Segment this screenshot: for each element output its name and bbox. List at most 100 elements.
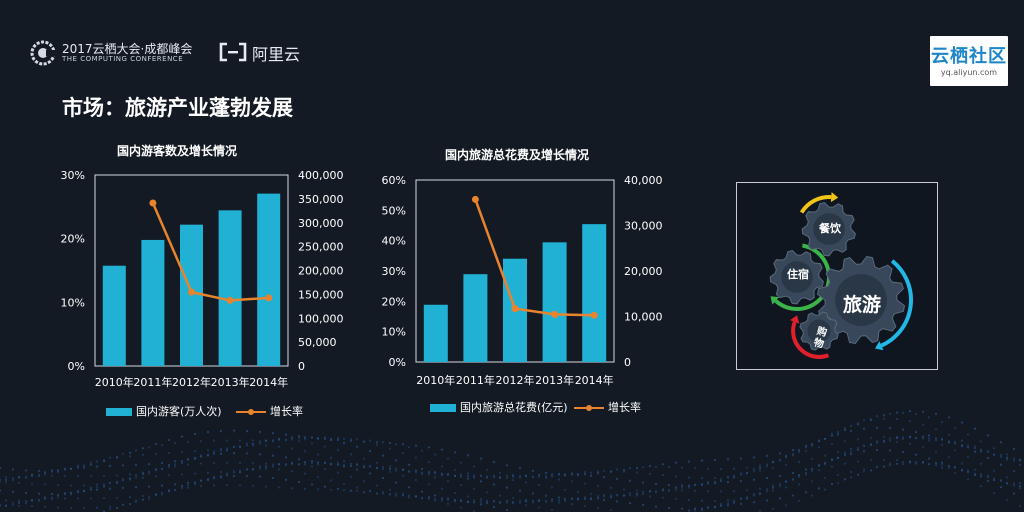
wave-dot xyxy=(11,476,15,480)
wave-dot xyxy=(667,489,671,492)
wave-dot xyxy=(0,480,2,483)
wave-dot xyxy=(1012,457,1016,460)
wave-dot xyxy=(888,462,892,465)
yq-community-logo: 云栖社区 yq.aliyun.com xyxy=(930,36,1008,86)
wave-dot xyxy=(602,493,606,497)
wave-dot xyxy=(836,473,840,477)
wave-dot xyxy=(245,452,249,455)
wave-dot xyxy=(115,506,119,510)
wave-dot xyxy=(11,503,15,506)
wave-dot xyxy=(531,469,535,472)
wave-dot xyxy=(433,494,437,497)
wave-dot xyxy=(43,483,47,486)
right-tick-label: 40,000 xyxy=(624,174,663,187)
wave-dot xyxy=(758,469,762,472)
wave-dot xyxy=(752,493,756,496)
wave-dot xyxy=(583,504,587,508)
wave-dot xyxy=(849,450,853,453)
wave-dot xyxy=(316,475,320,478)
wave-dot xyxy=(375,467,379,470)
wave-dot xyxy=(745,466,749,469)
wave-dot xyxy=(732,474,736,478)
wave-dot xyxy=(979,475,983,478)
wave-dot xyxy=(901,411,905,415)
gear-label-food: 餐饮 xyxy=(819,222,841,235)
wave-dot xyxy=(518,467,522,470)
wave-dot xyxy=(134,474,138,477)
wave-dot xyxy=(446,457,450,460)
lodging-gear-hub xyxy=(781,261,813,293)
wave-dot xyxy=(856,446,860,449)
wave-dot xyxy=(602,495,606,498)
wave-dot xyxy=(518,501,522,504)
wave-dot xyxy=(791,454,795,457)
wave-dot xyxy=(940,461,944,464)
wave-dot xyxy=(420,496,424,499)
wave-dot xyxy=(635,471,639,474)
wave-dot xyxy=(0,503,2,506)
yq-title: 云栖社区 xyxy=(931,46,1007,67)
wave-dot xyxy=(160,493,164,496)
wave-dot xyxy=(557,473,561,476)
wave-dot xyxy=(160,491,164,495)
wave-dot xyxy=(576,473,580,476)
wave-dot xyxy=(17,499,21,502)
wave-dot xyxy=(778,484,782,488)
wave-dot xyxy=(375,443,379,446)
wave-dot xyxy=(271,465,275,468)
wave-dot xyxy=(24,475,28,478)
wave-dot xyxy=(440,497,444,500)
wave-dot xyxy=(700,499,704,502)
wave-dot xyxy=(154,442,158,446)
wave-dot xyxy=(849,424,853,427)
wave-dot xyxy=(310,442,314,445)
wave-dot xyxy=(206,448,210,452)
wave-dot xyxy=(739,472,743,475)
wave-dot xyxy=(381,465,385,469)
wave-dot xyxy=(700,483,704,486)
wave-dot xyxy=(180,462,184,465)
wave-dot xyxy=(921,435,925,438)
wave-dot xyxy=(895,411,899,414)
wave-dot xyxy=(914,453,918,456)
wave-dot xyxy=(505,499,509,502)
conference-name: 2017云栖大会·成都峰会 xyxy=(62,42,193,56)
wave-dot xyxy=(771,460,775,464)
wave-dot xyxy=(225,461,229,464)
wave-dot xyxy=(472,499,476,502)
wave-dot xyxy=(50,497,54,501)
wave-dot xyxy=(713,505,717,508)
wave-dot xyxy=(947,464,951,468)
wave-dot xyxy=(440,472,444,475)
wave-dot xyxy=(550,500,554,503)
legend-bar-swatch xyxy=(106,408,132,416)
wave-dot xyxy=(492,460,496,464)
wave-dot xyxy=(323,485,327,488)
wave-dot xyxy=(921,437,925,440)
wave-dot xyxy=(479,457,483,460)
wave-dot xyxy=(89,474,93,478)
wave-dot xyxy=(141,498,145,501)
wave-dot xyxy=(947,456,951,459)
wave-dot xyxy=(225,484,229,487)
wave-dot xyxy=(95,460,99,463)
wave-dot xyxy=(966,433,970,436)
wave-dot xyxy=(362,491,366,494)
wave-dot xyxy=(238,469,242,472)
wave-dot xyxy=(238,445,242,448)
wave-dot xyxy=(667,466,671,469)
tourism-gear-diagram: 旅游 餐饮 住宿 购物 xyxy=(736,182,938,370)
wave-dot xyxy=(225,447,229,450)
wave-dot xyxy=(420,490,424,493)
wave-dot xyxy=(843,428,847,432)
wave-dot xyxy=(531,501,535,504)
wave-dot xyxy=(199,440,203,443)
wave-dot xyxy=(24,500,28,503)
wave-dot xyxy=(966,478,970,481)
wave-dot xyxy=(258,430,262,434)
tourism-gear-hub xyxy=(835,274,887,326)
wave-dot xyxy=(414,495,418,498)
wave-dot xyxy=(550,473,554,476)
wave-dot xyxy=(89,497,93,500)
wave-dot xyxy=(427,496,431,499)
